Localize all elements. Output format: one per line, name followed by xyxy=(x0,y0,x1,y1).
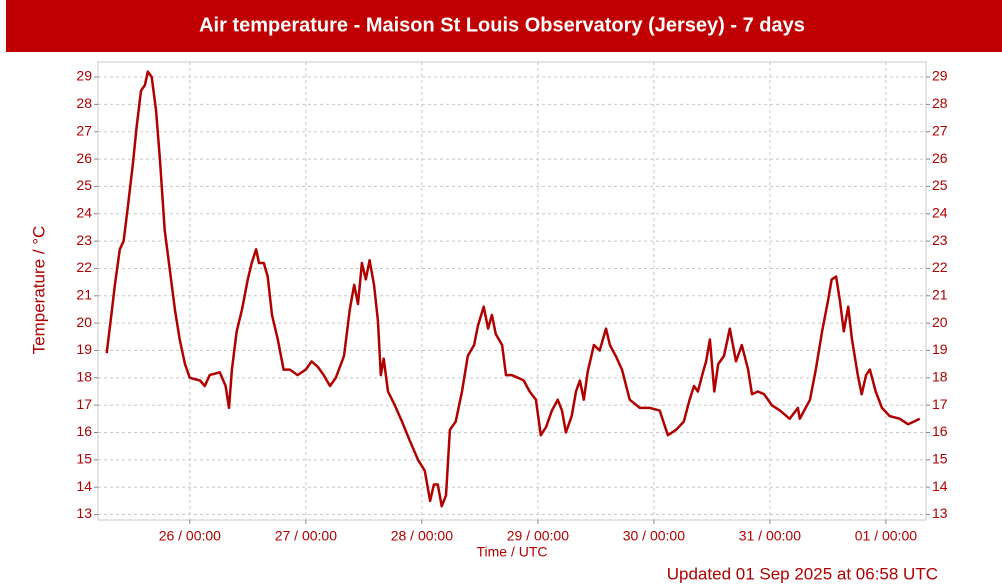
x-tick-label: 01 / 00:00 xyxy=(855,528,917,544)
y2-tick-label: 24 xyxy=(932,204,948,220)
temperature-line xyxy=(105,70,921,508)
y-tick-label: 15 xyxy=(76,451,92,467)
y-tick-label: 16 xyxy=(76,423,92,439)
y-tick-label: 18 xyxy=(76,369,92,385)
y2-tick-label: 14 xyxy=(932,478,948,494)
y2-tick-label: 27 xyxy=(932,122,948,138)
y2-tick-label: 15 xyxy=(932,451,948,467)
title-bar xyxy=(6,0,1002,52)
y-tick-label: 28 xyxy=(76,95,92,111)
y-tick-label: 13 xyxy=(76,505,92,521)
x-tick-label: 30 / 00:00 xyxy=(623,528,685,544)
y-axis-label: Temperature / °C xyxy=(29,226,48,355)
y2-tick-label: 25 xyxy=(932,177,948,193)
y-tick-label: 19 xyxy=(76,341,92,357)
y2-tick-label: 22 xyxy=(932,259,948,275)
y-tick-label: 20 xyxy=(76,314,92,330)
x-tick-label: 31 / 00:00 xyxy=(739,528,801,544)
y-tick-label: 14 xyxy=(76,478,92,494)
y2-tick-label: 28 xyxy=(932,95,948,111)
y-tick-label: 21 xyxy=(76,286,92,302)
x-tick-label: 28 / 00:00 xyxy=(391,528,453,544)
y-tick-label: 29 xyxy=(76,68,92,84)
y2-tick-label: 18 xyxy=(932,369,948,385)
y2-tick-label: 20 xyxy=(932,314,948,330)
chart-title: Air temperature - Maison St Louis Observ… xyxy=(199,14,805,36)
y2-tick-label: 17 xyxy=(932,396,948,412)
y2-tick-label: 19 xyxy=(932,341,948,357)
x-tick-label: 29 / 00:00 xyxy=(507,528,569,544)
y2-tick-label: 13 xyxy=(932,505,948,521)
plot-area xyxy=(97,61,927,521)
y-tick-label: 17 xyxy=(76,396,92,412)
y2-tick-label: 23 xyxy=(932,232,948,248)
y-tick-label: 22 xyxy=(76,259,92,275)
y-tick-label: 26 xyxy=(76,150,92,166)
footer: Updated 01 Sep 2025 at 06:58 UTC xyxy=(667,564,938,583)
y2-tick-label: 16 xyxy=(932,423,948,439)
x-tick-label: 27 / 00:00 xyxy=(275,528,337,544)
y-tick-label: 23 xyxy=(76,232,92,248)
y-tick-label: 27 xyxy=(76,122,92,138)
y2-tick-label: 29 xyxy=(932,68,948,84)
y2-tick-label: 21 xyxy=(932,286,948,302)
x-tick-label: 26 / 00:00 xyxy=(159,528,221,544)
y2-tick-label: 26 xyxy=(932,150,948,166)
y-tick-label: 25 xyxy=(76,177,92,193)
y-tick-label: 24 xyxy=(76,204,92,220)
x-axis-label: Time / UTC xyxy=(476,544,547,560)
